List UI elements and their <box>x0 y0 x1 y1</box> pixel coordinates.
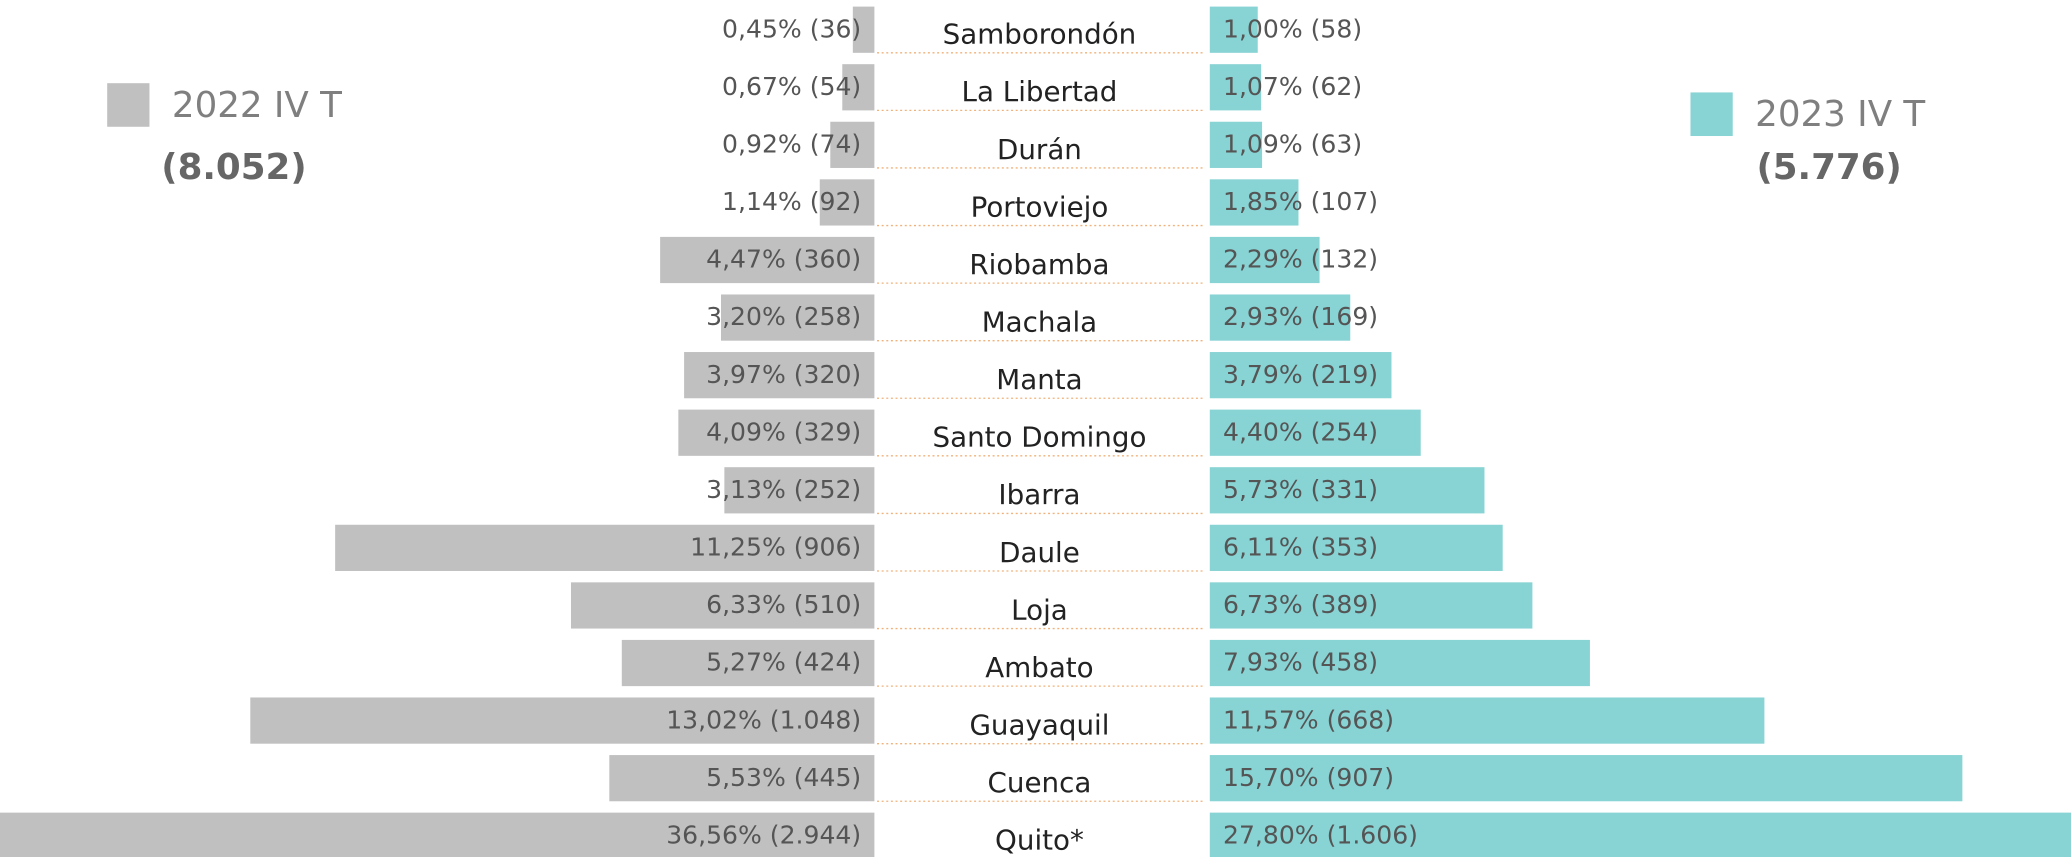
value-label: 0,45% (36) <box>722 14 861 43</box>
legend-swatch <box>1690 92 1733 137</box>
bar <box>621 639 875 687</box>
value-label: 2,93% (169) <box>1223 302 1378 331</box>
bar <box>1209 639 1590 687</box>
bar <box>1209 524 1503 571</box>
value-label: 6,11% (353) <box>1223 533 1378 562</box>
value-label: 6,73% (389) <box>1223 590 1378 619</box>
bar <box>1209 352 1392 399</box>
value-label: 7,93% (458) <box>1223 648 1378 677</box>
bar <box>1209 64 1262 111</box>
category-label: Samborondón <box>943 18 1137 51</box>
value-label: 4,09% (329) <box>706 417 861 446</box>
value-label: 36,56% (2.944) <box>666 820 861 849</box>
category-label: Machala <box>982 306 1097 339</box>
bar <box>660 236 875 284</box>
category-label: Portoviejo <box>971 190 1109 223</box>
category-label: Cuenca <box>988 766 1092 799</box>
bar <box>1209 755 1963 802</box>
category-label: Ambato <box>985 651 1093 684</box>
category-label: Manta <box>996 363 1082 396</box>
value-label: 3,13% (252) <box>706 475 861 504</box>
legend-total: (8.052) <box>161 147 306 188</box>
bar <box>852 6 875 53</box>
category-label: Santo Domingo <box>933 421 1147 454</box>
value-label: 15,70% (907) <box>1223 763 1394 792</box>
value-label: 2,29% (132) <box>1223 245 1378 274</box>
value-label: 5,73% (331) <box>1223 475 1378 504</box>
category-label: Loja <box>1011 593 1068 626</box>
category-label: Durán <box>997 133 1082 166</box>
bar <box>1209 236 1320 284</box>
bar <box>1209 179 1299 226</box>
category-label: Ibarra <box>998 478 1080 511</box>
category-label: Guayaquil <box>969 709 1109 742</box>
value-label: 11,57% (668) <box>1223 705 1394 734</box>
bar <box>819 179 875 226</box>
value-label: 1,85% (107) <box>1223 187 1378 216</box>
legend-total: (5.776) <box>1756 147 1901 188</box>
bar <box>1209 582 1533 629</box>
value-label: 1,00% (58) <box>1223 14 1362 43</box>
value-label: 27,80% (1.606) <box>1223 820 1418 849</box>
labels: Samborondón La Libertad Durán Portoviejo Rio… <box>107 14 1925 857</box>
value-label: 1,07% (62) <box>1223 72 1362 101</box>
category-label: Daule <box>999 536 1080 569</box>
bar <box>1209 6 1258 53</box>
bar <box>721 294 875 341</box>
value-label: 4,47% (360) <box>706 245 861 274</box>
bar <box>724 467 875 514</box>
bar <box>1209 409 1421 456</box>
value-label: 1,09% (63) <box>1223 130 1362 159</box>
bar <box>684 352 875 399</box>
value-label: 13,02% (1.048) <box>666 705 861 734</box>
category-label: Quito* <box>995 824 1084 857</box>
bar <box>1209 467 1485 514</box>
bar <box>1209 812 2071 857</box>
value-label: 5,27% (424) <box>706 648 861 677</box>
value-label: 0,92% (74) <box>722 130 861 159</box>
legend-label: 2022 IV T <box>172 85 342 126</box>
value-label: 3,20% (258) <box>706 302 861 331</box>
category-label: La Libertad <box>962 75 1118 108</box>
value-label: 1,14% (92) <box>722 187 861 216</box>
bar <box>678 409 875 456</box>
value-label: 4,40% (254) <box>1223 417 1378 446</box>
bar <box>335 524 875 571</box>
bar <box>250 697 875 744</box>
legend-label: 2023 IV T <box>1755 94 1925 135</box>
bar <box>1209 121 1263 168</box>
bars <box>0 6 2071 857</box>
bar <box>0 812 875 857</box>
bar <box>1209 294 1351 341</box>
value-label: 3,97% (320) <box>706 360 861 389</box>
legend-swatch <box>107 83 150 127</box>
value-label: 11,25% (906) <box>690 533 861 562</box>
bar <box>830 121 875 168</box>
value-label: 3,79% (219) <box>1223 360 1378 389</box>
value-label: 6,33% (510) <box>706 590 861 619</box>
bar <box>609 755 875 802</box>
bar <box>570 582 875 629</box>
bar <box>1209 697 1765 744</box>
value-label: 5,53% (445) <box>706 763 861 792</box>
bar <box>842 64 875 111</box>
value-label: 0,67% (54) <box>722 72 861 101</box>
category-label: Riobamba <box>969 248 1109 281</box>
